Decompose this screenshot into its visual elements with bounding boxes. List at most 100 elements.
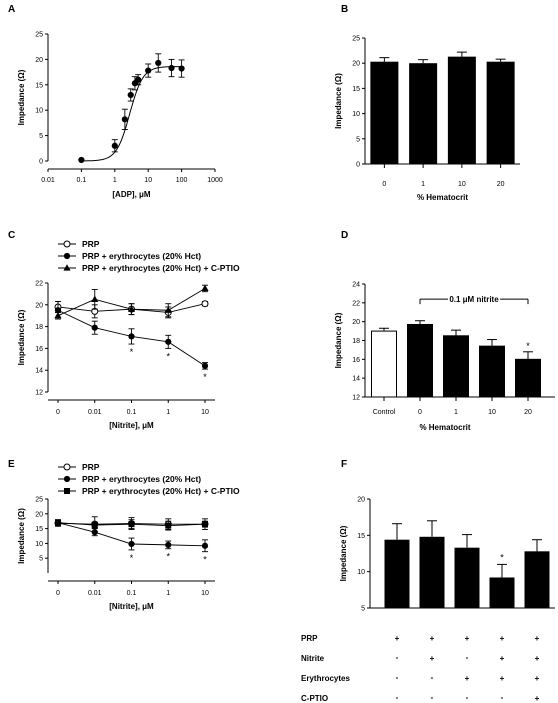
panel-a-x-tick-label: 0.01 <box>41 177 55 184</box>
panel-a-data-point <box>78 156 85 164</box>
panel-a-data-point <box>135 76 142 83</box>
panel-c-data-point <box>201 300 209 308</box>
panel-f-condition-sign: + <box>430 634 435 643</box>
panel-d-x-tick-label: Control <box>373 409 396 416</box>
panel-f-condition-sign: + <box>430 654 435 663</box>
panel-f-condition-sign: + <box>500 634 505 643</box>
panel-e-significance-star: * <box>203 555 207 565</box>
panel-f-condition-label: PRP <box>301 634 318 643</box>
panel-b-y-tick-label: 25 <box>352 36 360 43</box>
panel-d-y-tick-label: 14 <box>352 376 360 383</box>
panel-e-data-point <box>165 541 172 548</box>
panel-b-bar <box>370 61 399 164</box>
panel-f-condition-sign: - <box>501 693 504 702</box>
panel-d-y-tick-label: 22 <box>352 300 360 307</box>
panel-f-condition-label: C-PTIO <box>301 694 328 703</box>
panel-f-y-axis-label: Impedance (Ω) <box>339 525 348 581</box>
panel-e-legend-marker <box>63 475 71 483</box>
panel-a-data-point <box>178 65 185 72</box>
panel-a-data-point <box>127 91 134 99</box>
panel-label-a: A <box>8 4 15 15</box>
panel-d-y-axis-label: Impedance (Ω) <box>334 312 343 368</box>
panel-f-condition-sign: - <box>431 693 434 702</box>
panel-d-x-tick-label: 0 <box>418 409 422 416</box>
panel-d-y-tick-label: 20 <box>352 319 360 326</box>
panel-c-data-point <box>54 307 62 314</box>
panel-a-fit-curve <box>81 66 182 162</box>
panel-c-data-point <box>54 311 62 319</box>
panel-d-bar <box>443 335 469 398</box>
panel-e-data-point <box>128 521 135 528</box>
panel-e-data-point <box>128 540 135 548</box>
panel-b-bar <box>447 56 476 165</box>
panel-e-legend-marker <box>64 488 70 494</box>
panel-f-condition-sign: - <box>466 653 469 662</box>
panel-a-data-point <box>145 67 152 74</box>
panel-c-y-tick-label: 16 <box>35 346 43 353</box>
panel-c-significance-star: * <box>130 347 134 357</box>
panel-a-y-tick-label: 25 <box>35 32 43 39</box>
panel-d-bar <box>371 330 397 398</box>
panel-e-y-tick-label: 25 <box>35 497 43 504</box>
panel-c-y-tick-label: 18 <box>35 324 43 331</box>
panel-c-significance-star: * <box>203 372 207 382</box>
panel-a-x-tick-label: 0.1 <box>77 177 87 184</box>
panel-d-bracket-label: 0.1 μM nitrite <box>449 295 499 304</box>
panel-b-bar <box>486 61 515 164</box>
panel-d-bar <box>515 358 541 398</box>
panel-a-x-tick-label: 1 <box>113 177 117 184</box>
panel-e-x-tick-label: 0 <box>56 590 60 597</box>
panel-f-condition-sign: - <box>396 673 399 682</box>
panel-a-x-tick-label: 1000 <box>207 177 223 184</box>
panel-e-significance-star: * <box>130 553 134 563</box>
panel-c-x-tick-label: 0 <box>56 409 60 416</box>
panel-c-data-point <box>127 305 136 312</box>
panel-c-x-tick-label: 0.1 <box>127 409 137 416</box>
panel-a-x-axis-label: [ADP], μM <box>112 190 151 199</box>
panel-e-x-tick-label: 0.01 <box>88 590 102 597</box>
panel-c-y-tick-label: 14 <box>35 368 43 375</box>
panel-c-y-tick-label: 12 <box>35 390 43 397</box>
panel-b-y-tick-label: 5 <box>356 136 360 143</box>
panel-c-x-tick-label: 0.01 <box>88 409 102 416</box>
panel-d-x-tick-label: 1 <box>454 409 458 416</box>
panel-a-y-tick-label: 10 <box>35 108 43 115</box>
panel-f-condition-sign: - <box>431 673 434 682</box>
panel-c-legend-marker <box>63 264 71 271</box>
panel-e-legend-label: PRP + erythrocytes (20% Hct) <box>82 474 201 484</box>
panel-label-d: D <box>341 230 348 241</box>
panel-f-condition-label: Nitrite <box>301 654 325 663</box>
panel-c-x-axis-label: [Nitrite], μM <box>109 421 154 430</box>
panel-e-data-point <box>55 519 61 526</box>
panel-a-data-point <box>121 116 128 123</box>
panel-d-y-tick-label: 24 <box>352 282 360 289</box>
panel-b-x-tick-label: 0 <box>382 181 386 188</box>
panel-e-y-tick-label: 15 <box>35 526 43 533</box>
panel-f-condition-sign: + <box>535 634 540 643</box>
panel-d-x-tick-label: 10 <box>488 409 496 416</box>
panel-e-legend-label: PRP + erythrocytes (20% Hct) + C-PTIO <box>82 486 240 496</box>
panel-f-condition-sign: + <box>535 674 540 683</box>
panel-c-legend-marker <box>63 240 71 248</box>
panel-c-legend-marker <box>63 252 71 260</box>
panel-c-y-axis-label: Impedance (Ω) <box>17 309 26 365</box>
panel-b-x-tick-label: 10 <box>458 181 466 188</box>
panel-b-bar <box>409 63 438 165</box>
panel-f-condition-sign: + <box>535 694 540 703</box>
panel-b-x-tick-label: 20 <box>497 181 505 188</box>
panel-c-data-point <box>128 333 135 340</box>
panel-e-y-axis-label: Impedance (Ω) <box>17 508 26 564</box>
panel-d-x-tick-label: 20 <box>524 409 532 416</box>
panel-b-y-tick-label: 10 <box>352 111 360 118</box>
panel-c-data-point <box>201 362 209 369</box>
panel-label-c: C <box>8 230 15 241</box>
panel-c-data-point <box>201 284 209 292</box>
panel-e-data-point <box>202 521 208 528</box>
panel-f-condition-sign: - <box>396 653 399 662</box>
panel-b-y-axis-label: Impedance (Ω) <box>334 73 343 129</box>
panel-d-y-tick-label: 12 <box>352 395 360 402</box>
panel-e-data-point <box>201 542 209 549</box>
panel-label-e: E <box>8 459 15 470</box>
panel-d-bar <box>407 323 433 398</box>
